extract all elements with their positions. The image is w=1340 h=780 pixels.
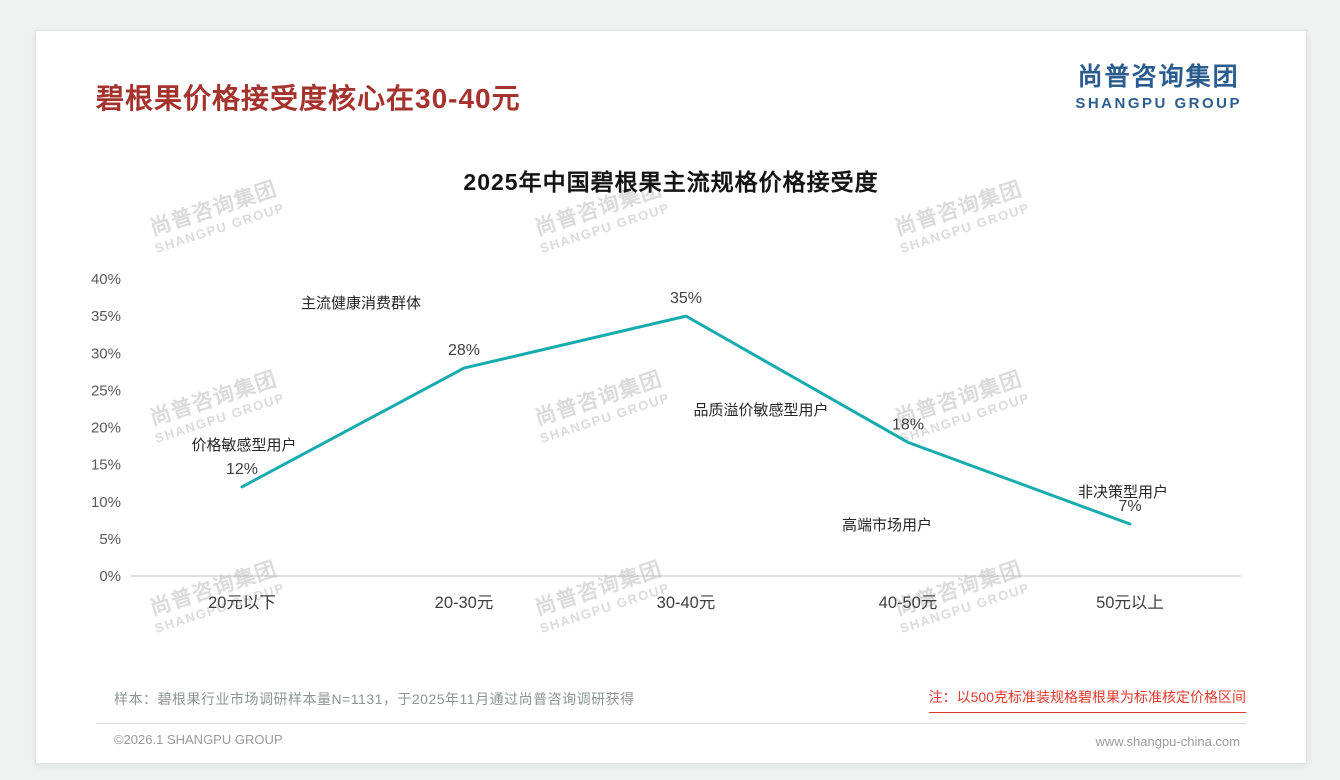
data-label: 7% (1118, 498, 1141, 515)
copyright-text: ©2026.1 SHANGPU GROUP (114, 732, 283, 747)
y-tick-label: 35% (91, 308, 121, 325)
watermark-line2: SHANGPU GROUP (537, 199, 672, 257)
website-url: www.shangpu-china.com (1095, 734, 1240, 749)
company-logo: 尚普咨询集团 SHANGPU GROUP (1075, 57, 1242, 112)
y-tick-label: 40% (91, 271, 121, 288)
data-label: 12% (226, 461, 258, 478)
category-label: 20-30元 (435, 594, 494, 612)
y-tick-label: 20% (91, 420, 121, 437)
annotation-label: 高端市场用户 (842, 517, 932, 534)
price-acceptance-line-chart: 0% 5% 10% 15% 20% 25% 30% 35% 40% 12% 28% 35% 18% 7% 2… (91, 271, 1241, 612)
slide-title: 碧根果价格接受度核心在30-40元 (96, 83, 521, 114)
y-tick-label: 15% (91, 457, 121, 474)
logo-english-name: SHANGPU GROUP (1075, 95, 1242, 112)
annotation-label: 价格敏感型用户 (191, 437, 296, 454)
footer-divider (96, 723, 1246, 724)
watermark-line2: SHANGPU GROUP (152, 199, 287, 257)
data-label: 18% (892, 416, 924, 433)
category-label: 30-40元 (657, 594, 716, 612)
category-label: 40-50元 (879, 594, 938, 612)
category-label: 50元以上 (1096, 593, 1164, 612)
y-tick-label: 30% (91, 345, 121, 362)
slide-card: 尚普咨询集团 SHANGPU GROUP 尚普咨询集团 SHANGPU GROUP 尚普… (35, 30, 1307, 764)
y-tick-label: 5% (99, 531, 121, 548)
price-acceptance-line (240, 314, 1132, 526)
annotation-label: 主流健康消费群体 (301, 295, 421, 312)
sample-footnote: 样本：碧根果行业市场调研样本量N=1131，于2025年11月通过尚普咨询调研获… (114, 691, 635, 707)
y-tick-label: 10% (91, 494, 121, 511)
price-definition-note: 注：以500克标准装规格碧根果为标准核定价格区间 (928, 687, 1246, 713)
logo-chinese-name: 尚普咨询集团 (1077, 63, 1240, 91)
annotation-label: 非决策型用户 (1078, 484, 1168, 501)
y-tick-label: 0% (99, 568, 121, 585)
data-label: 28% (448, 342, 480, 359)
annotation-label: 品质溢价敏感型用户 (693, 402, 828, 419)
data-label: 35% (670, 290, 702, 307)
y-tick-label: 25% (91, 382, 121, 399)
chart-title: 2025年中国碧根果主流规格价格接受度 (463, 169, 879, 195)
category-label: 20元以下 (208, 594, 276, 612)
watermark-line2: SHANGPU GROUP (897, 199, 1032, 257)
